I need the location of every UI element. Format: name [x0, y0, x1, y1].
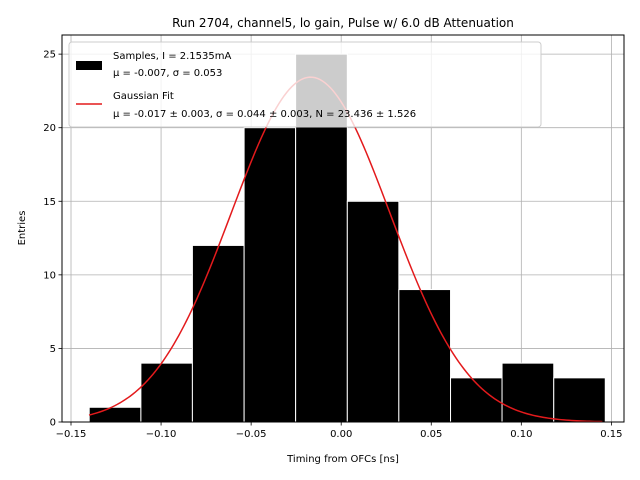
y-tick-label: 15: [43, 197, 56, 208]
y-tick-label: 25: [43, 50, 56, 61]
histogram-bar: [243, 127, 297, 423]
histogram-bar: [191, 244, 245, 423]
plot-frame: [61, 34, 625, 423]
legend-fit-params: μ = -0.017 ± 0.003, σ = 0.044 ± 0.003, N…: [113, 109, 416, 120]
histogram-bars: [88, 53, 606, 423]
legend: Samples, I = 2.1535mA μ = -0.007, σ = 0.…: [68, 41, 542, 128]
legend-box: [68, 41, 542, 128]
legend-samples-stats: μ = -0.007, σ = 0.053: [113, 68, 222, 79]
x-tick-label: 0.00: [330, 429, 352, 440]
x-axis: −0.15 −0.10 −0.05 0.00 0.05 0.10 0.15: [56, 422, 623, 440]
histogram-bar: [398, 289, 452, 423]
histogram-bar: [88, 406, 142, 423]
histogram-bar: [501, 362, 555, 423]
x-tick-label: 0.05: [420, 429, 442, 440]
legend-fit-label: Gaussian Fit: [113, 91, 174, 102]
x-tick-label: −0.05: [236, 429, 267, 440]
y-axis-label: Entries: [17, 211, 28, 246]
histogram-bar: [140, 362, 193, 423]
x-tick-label: −0.10: [146, 429, 177, 440]
y-tick-label: 20: [43, 123, 56, 134]
legend-samples-label: Samples, I = 2.1535mA: [113, 51, 231, 62]
x-tick-label: 0.15: [600, 429, 622, 440]
x-tick-label: 0.10: [510, 429, 532, 440]
histogram-bar: [346, 200, 400, 423]
histogram-bar: [450, 377, 503, 423]
x-axis-label: Timing from OFCs [ns]: [286, 454, 399, 465]
y-tick-label: 0: [50, 418, 56, 429]
chart-title: Run 2704, channel5, lo gain, Pulse w/ 6.…: [172, 16, 514, 30]
x-tick-label: −0.15: [56, 429, 87, 440]
y-axis: 0 5 10 15 20 25: [43, 50, 62, 429]
histogram-bar: [553, 377, 606, 423]
y-tick-label: 10: [43, 270, 56, 281]
legend-swatch-samples: [76, 61, 102, 70]
y-tick-label: 5: [50, 344, 56, 355]
